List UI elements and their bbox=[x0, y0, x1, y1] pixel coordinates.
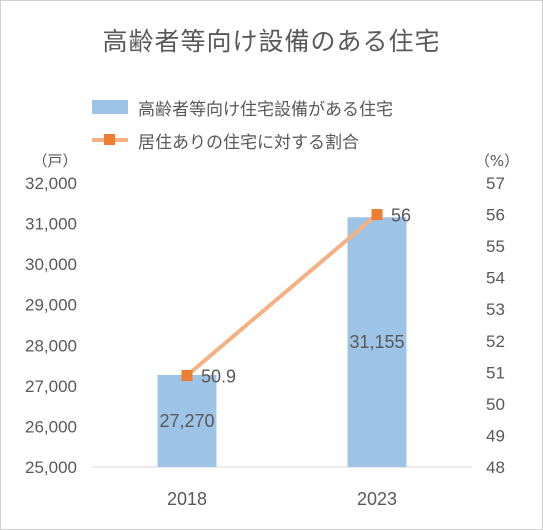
y-left-tick-label: 27,000 bbox=[25, 377, 77, 396]
x-tick-label: 2023 bbox=[357, 489, 397, 509]
legend-label-line: 居住ありの住宅に対する割合 bbox=[138, 132, 359, 153]
line-marker bbox=[371, 209, 383, 221]
y-left-tick-label: 30,000 bbox=[25, 255, 77, 274]
y-right-tick-label: 55 bbox=[486, 237, 505, 256]
y-right-unit: （%） bbox=[475, 152, 519, 170]
y-right-tick-label: 57 bbox=[486, 174, 505, 193]
y-right-tick-label: 53 bbox=[486, 300, 505, 319]
y-right-tick-label: 54 bbox=[486, 269, 505, 288]
y-right-tick-label: 52 bbox=[486, 332, 505, 351]
legend-item-bar: 高齢者等向け住宅設備がある住宅 bbox=[92, 92, 393, 122]
y-right-tick-label: 56 bbox=[486, 206, 505, 225]
legend-swatch-bar bbox=[92, 100, 128, 114]
legend-item-line: 居住ありの住宅に対する割合 bbox=[92, 125, 359, 155]
legend-label-bar: 高齢者等向け住宅設備がある住宅 bbox=[138, 99, 393, 120]
y-left-tick-label: 31,000 bbox=[25, 215, 77, 234]
y-left-tick-label: 26,000 bbox=[25, 417, 77, 436]
bar-value-label: 27,270 bbox=[159, 411, 214, 431]
y-left-tick-label: 25,000 bbox=[25, 458, 77, 477]
y-left-unit: （戸） bbox=[32, 152, 77, 170]
y-left-tick-label: 29,000 bbox=[25, 296, 77, 315]
x-tick-label: 2018 bbox=[167, 489, 207, 509]
bar bbox=[347, 217, 407, 467]
chart-title: 高齢者等向け設備のある住宅 bbox=[102, 27, 441, 56]
legend-swatch-line bbox=[92, 133, 128, 147]
y-right-tick-label: 50 bbox=[486, 395, 505, 414]
bar bbox=[157, 374, 217, 467]
line-series bbox=[185, 212, 379, 378]
y-left-tick-label: 28,000 bbox=[25, 336, 77, 355]
y-right-tick-label: 51 bbox=[486, 363, 505, 382]
line-marker bbox=[181, 369, 193, 381]
bar-value-label: 31,155 bbox=[349, 332, 404, 352]
y-right-tick-label: 48 bbox=[486, 458, 505, 477]
line-value-label: 50.9 bbox=[201, 366, 236, 386]
y-right-tick-label: 49 bbox=[486, 426, 505, 445]
line-value-label: 56 bbox=[391, 206, 411, 226]
y-left-tick-label: 32,000 bbox=[25, 174, 77, 193]
